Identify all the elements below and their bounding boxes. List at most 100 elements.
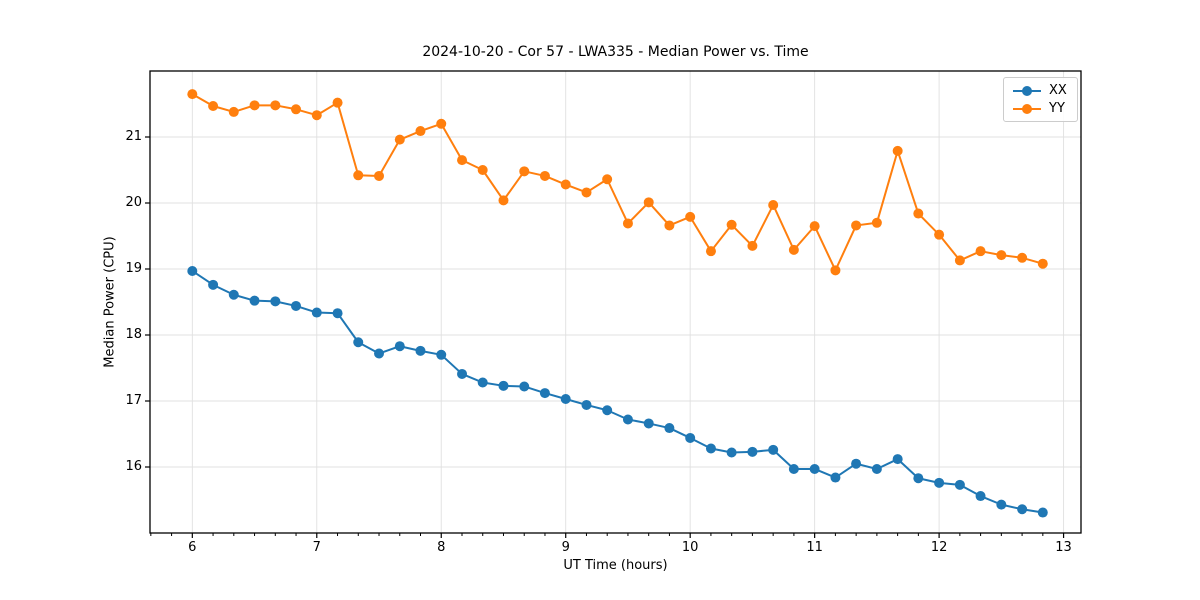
data-point-marker — [726, 447, 737, 458]
data-point-marker — [249, 100, 260, 111]
y-tick-label: 18 — [125, 327, 142, 342]
data-point-marker — [1037, 258, 1048, 269]
data-point-marker — [187, 265, 198, 276]
y-tick-label: 20 — [125, 195, 142, 210]
data-point-marker — [436, 349, 447, 360]
x-axis-label: UT Time (hours) — [563, 558, 668, 573]
data-point-marker — [934, 229, 945, 240]
x-tick-label: 6 — [188, 540, 197, 555]
x-tick-label: 8 — [437, 540, 446, 555]
data-point-marker — [726, 219, 737, 230]
data-point-marker — [643, 418, 654, 429]
data-point-marker — [1017, 252, 1028, 263]
data-point-marker — [332, 97, 343, 108]
data-point-marker — [581, 399, 592, 410]
chart-title: 2024-10-20 - Cor 57 - LWA335 - Median Po… — [422, 44, 809, 60]
data-point-marker — [477, 165, 488, 175]
data-point-marker — [954, 255, 965, 266]
data-point-marker — [830, 265, 841, 276]
data-point-marker — [685, 432, 696, 443]
data-point-marker — [768, 199, 779, 210]
legend-line-marker-icon — [1013, 103, 1041, 114]
x-tick-label: 11 — [806, 540, 823, 555]
data-point-marker — [851, 220, 862, 231]
data-point-marker — [1037, 507, 1048, 518]
x-tick-label: 10 — [681, 540, 699, 555]
data-point-marker — [996, 499, 1007, 510]
y-tick-label: 19 — [125, 261, 142, 276]
data-point-marker — [498, 195, 509, 206]
data-point-marker — [685, 211, 696, 222]
legend-item-xx: XX — [1012, 83, 1067, 98]
data-point-marker — [747, 240, 758, 251]
x-tick-label: 13 — [1055, 540, 1072, 555]
data-point-marker — [539, 388, 550, 399]
data-point-marker — [560, 394, 571, 405]
data-point-marker — [539, 170, 550, 181]
data-point-marker — [353, 170, 364, 181]
data-point-marker — [996, 250, 1007, 261]
series-line-yy — [191, 93, 1044, 272]
data-point-marker — [519, 166, 530, 177]
data-point-marker — [892, 454, 903, 465]
data-point-marker — [975, 246, 986, 257]
data-point-marker — [975, 491, 986, 502]
data-point-marker — [622, 218, 633, 229]
data-point-marker — [871, 217, 882, 228]
data-point-marker — [560, 179, 571, 190]
data-point-marker — [208, 100, 219, 111]
data-point-marker — [228, 289, 239, 300]
data-point-marker — [415, 345, 426, 356]
data-point-marker — [477, 377, 488, 388]
x-tick-label: 7 — [312, 540, 321, 555]
data-point-marker — [270, 296, 281, 307]
legend-line-marker-icon — [1013, 85, 1041, 96]
data-point-marker — [311, 110, 322, 121]
x-tick-label: 9 — [561, 540, 570, 555]
data-point-marker — [581, 187, 592, 198]
data-point-marker — [664, 423, 675, 434]
data-point-marker — [768, 444, 779, 455]
data-point-marker — [290, 104, 301, 115]
legend-item-yy: YY — [1012, 101, 1067, 116]
data-point-marker — [187, 89, 198, 100]
y-tick-label: 17 — [125, 393, 142, 408]
data-point-marker — [457, 155, 468, 166]
data-point-marker — [415, 126, 426, 137]
data-point-marker — [457, 368, 468, 379]
axes-spines — [149, 70, 1082, 534]
data-point-marker — [1017, 504, 1028, 515]
data-point-marker — [892, 145, 903, 156]
data-point-marker — [871, 463, 882, 474]
data-point-marker — [954, 479, 965, 490]
data-point-marker — [311, 307, 322, 318]
data-point-marker — [809, 221, 820, 232]
data-point-marker — [270, 100, 281, 111]
data-point-marker — [249, 295, 260, 306]
data-point-marker — [436, 118, 447, 129]
data-point-marker — [913, 208, 924, 219]
legend: XX YY — [1003, 77, 1078, 122]
y-axis-label: Median Power (CPU) — [102, 236, 118, 368]
data-point-marker — [374, 170, 385, 181]
legend-label: XX — [1049, 83, 1067, 98]
data-point-marker — [664, 220, 675, 231]
data-point-marker — [602, 405, 613, 416]
data-point-marker — [519, 381, 530, 392]
y-tick-label: 21 — [125, 129, 142, 144]
data-point-marker — [498, 380, 509, 391]
y-tick-label: 16 — [125, 459, 142, 474]
data-point-marker — [394, 341, 405, 352]
data-point-marker — [394, 134, 405, 145]
data-point-marker — [830, 472, 841, 483]
data-point-marker — [747, 446, 758, 457]
data-point-marker — [228, 106, 239, 117]
x-tick-label: 12 — [930, 540, 948, 555]
data-point-marker — [622, 414, 633, 425]
data-point-marker — [353, 337, 364, 348]
data-point-marker — [374, 348, 385, 359]
data-point-marker — [643, 197, 654, 208]
data-point-marker — [788, 463, 799, 474]
